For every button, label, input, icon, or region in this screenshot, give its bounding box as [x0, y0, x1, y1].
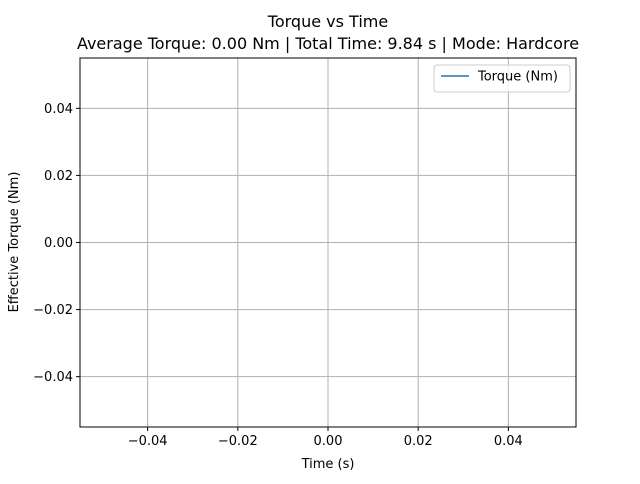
legend: Torque (Nm)	[433, 64, 571, 93]
chart-subtitle: Average Torque: 0.00 Nm | Total Time: 9.…	[77, 34, 579, 53]
x-tick-label: 0.02	[404, 434, 433, 449]
legend-label: Torque (Nm)	[477, 70, 558, 85]
y-tick-label: −0.04	[33, 370, 73, 385]
y-axis-ticks: −0.04 −0.02 0.00 0.02 0.04	[33, 102, 80, 385]
x-tick-label: −0.02	[218, 434, 258, 449]
x-tick-label: 0.04	[494, 434, 523, 449]
grid-lines	[80, 58, 576, 427]
x-axis-ticks: −0.04 −0.02 0.00 0.02 0.04	[128, 427, 523, 449]
x-tick-label: 0.00	[314, 434, 343, 449]
y-tick-label: 0.00	[44, 236, 73, 251]
y-tick-label: −0.02	[33, 303, 73, 318]
x-axis-label: Time (s)	[301, 457, 355, 472]
y-tick-label: 0.02	[44, 169, 73, 184]
y-tick-label: 0.04	[44, 102, 73, 117]
x-tick-label: −0.04	[128, 434, 168, 449]
legend-box	[433, 64, 571, 93]
y-axis-label: Effective Torque (Nm)	[7, 172, 22, 313]
chart-title: Torque vs Time	[267, 12, 388, 31]
